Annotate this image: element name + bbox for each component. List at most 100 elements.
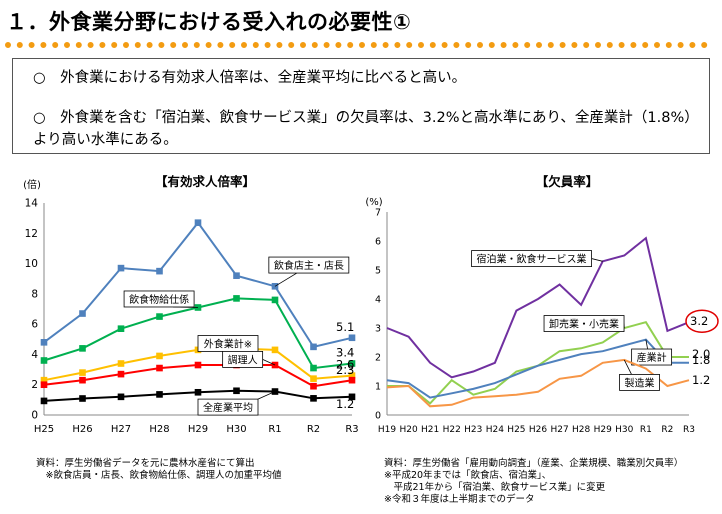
left-y-tick: 4	[31, 349, 38, 361]
left-end-label: 3.4	[336, 346, 354, 360]
left-data-point	[40, 339, 48, 346]
left-series-line	[43, 221, 353, 349]
left-x-tick: H26	[72, 424, 92, 435]
right-x-tick: H28	[572, 425, 590, 435]
left-y-tick: 2	[31, 379, 38, 391]
right-x-tick: H27	[550, 425, 568, 435]
left-y-tick: 0	[31, 410, 38, 422]
left-data-point	[348, 372, 356, 379]
source-note-right: 資料：厚生労働省「雇用動向調査」（産業、企業規模、職業別欠員率） ※平成20年ま…	[384, 458, 684, 505]
left-legend-leader	[257, 391, 276, 400]
right-x-tick: H19	[378, 425, 396, 435]
right-x-tick: H26	[529, 425, 547, 435]
left-y-tick: 10	[25, 258, 38, 270]
left-data-point	[79, 395, 86, 402]
left-y-tick: 8	[31, 288, 38, 300]
left-x-tick: H25	[34, 424, 54, 435]
left-data-point	[117, 264, 125, 272]
left-data-point	[40, 397, 48, 405]
right-x-tick: H24	[486, 425, 504, 435]
right-x-tick: R2	[661, 425, 673, 435]
left-data-point	[310, 343, 317, 351]
left-data-point	[79, 310, 86, 317]
source-note-left: 資料：厚生労働省データを元に農林水産省にて算出 ※飲食店員・店長、飲食物給仕係、…	[36, 458, 282, 481]
right-x-tick: R1	[640, 425, 652, 435]
right-legend-label: 産業計	[637, 351, 667, 364]
summary-box: ○ 外食業における有効求人倍率は、全産業平均に比べると高い。 ○ 外食業を含む「…	[12, 58, 710, 154]
left-data-point	[348, 334, 356, 342]
right-legend-leader	[591, 258, 603, 262]
left-data-point	[348, 393, 356, 401]
left-legend-box	[123, 290, 195, 308]
right-x-tick: H23	[464, 425, 482, 435]
right-y-tick: 7	[375, 208, 381, 219]
right-legend-label: 製造業	[625, 376, 655, 389]
left-x-tick: H27	[111, 424, 131, 435]
right-legend-label: 卸売業・小売業	[549, 318, 619, 331]
left-legend-leader	[262, 359, 276, 366]
dotted-divider	[5, 42, 718, 48]
left-data-point	[194, 388, 202, 396]
left-legend-label: 調理人	[228, 353, 258, 366]
right-legend-label: 宿泊業・飲食サービス業	[477, 253, 587, 266]
summary-bullet-1: ○ 外食業における有効求人倍率は、全産業平均に比べると高い。	[33, 70, 467, 86]
left-legend-label: 全産業平均	[203, 401, 253, 414]
left-x-tick: R3	[345, 424, 358, 435]
left-y-tick: 6	[31, 319, 38, 331]
right-end-label: 2.0	[692, 347, 710, 361]
left-x-tick: H30	[226, 424, 246, 435]
left-data-point	[233, 272, 240, 279]
left-x-tick: R1	[268, 424, 281, 435]
right-y-tick: 3	[375, 324, 381, 335]
left-y-unit: (倍)	[23, 178, 41, 191]
right-y-tick: 2	[375, 353, 381, 364]
vacancy-rate-chart: 【欠員率】 (%) 0 1 2 3 4 5 6 7 H19 H20 H21 H22 H23 H24 H25 H26…	[365, 174, 719, 435]
left-legend-box	[222, 350, 264, 368]
left-end-label: 1.2	[336, 397, 354, 411]
left-data-point	[348, 376, 356, 384]
left-data-point	[310, 364, 317, 372]
left-legend-leader	[274, 272, 298, 287]
left-legend-label: 飲食店主・店長	[274, 259, 344, 272]
right-end-label: 1.2	[692, 373, 710, 387]
right-legend-box	[543, 315, 625, 332]
right-x-tick: H25	[507, 425, 525, 435]
right-legend-box	[631, 348, 673, 366]
right-series-line	[386, 338, 689, 399]
left-x-tick: R2	[307, 424, 320, 435]
job-openings-ratio-chart: 【有効求人倍率】 (倍) 0 2 4 6 8 10 12 14 H25 H26 H27 H28 H29 H30…	[23, 174, 359, 435]
left-data-point	[156, 267, 163, 275]
left-end-label: 2.6	[336, 358, 354, 372]
left-data-point	[271, 282, 279, 290]
left-legend-box	[268, 256, 350, 274]
right-end-label: 1.8	[692, 353, 710, 367]
left-data-point	[79, 369, 86, 376]
right-legend-box	[471, 250, 592, 267]
left-data-point	[348, 360, 356, 367]
left-data-point	[271, 296, 279, 304]
right-y-unit: (%)	[365, 197, 382, 208]
left-title: 【有効求人倍率】	[155, 174, 255, 189]
left-data-point	[156, 352, 163, 360]
right-x-tick: H29	[594, 425, 612, 435]
left-legend-label: 飲食物給仕係	[129, 293, 189, 306]
right-title: 【欠員率】	[536, 174, 599, 189]
right-y-tick: 5	[375, 266, 381, 277]
left-data-point	[271, 346, 279, 354]
page-title: １．外食業分野における受入れの必要性①	[6, 10, 412, 34]
right-y-tick: 1	[375, 382, 381, 393]
left-data-point	[117, 360, 125, 367]
right-series-line	[386, 358, 690, 408]
left-data-point	[194, 361, 202, 369]
left-legend-label: 外食業計※	[204, 338, 252, 351]
left-data-point	[156, 364, 163, 372]
left-data-point	[79, 345, 86, 352]
right-x-tick: H21	[421, 425, 439, 435]
summary-bullet-2: ○ 外食業を含む「宿泊業、飲食サービス業」の欠員率は、3.2%と高水準にあり、全…	[33, 110, 692, 148]
right-x-tick: H22	[443, 425, 461, 435]
left-end-label: 2.3	[336, 363, 354, 377]
right-y-tick: 6	[375, 237, 381, 248]
left-x-tick: H29	[188, 424, 208, 435]
left-data-point	[156, 313, 163, 320]
left-x-tick: H28	[149, 424, 169, 435]
